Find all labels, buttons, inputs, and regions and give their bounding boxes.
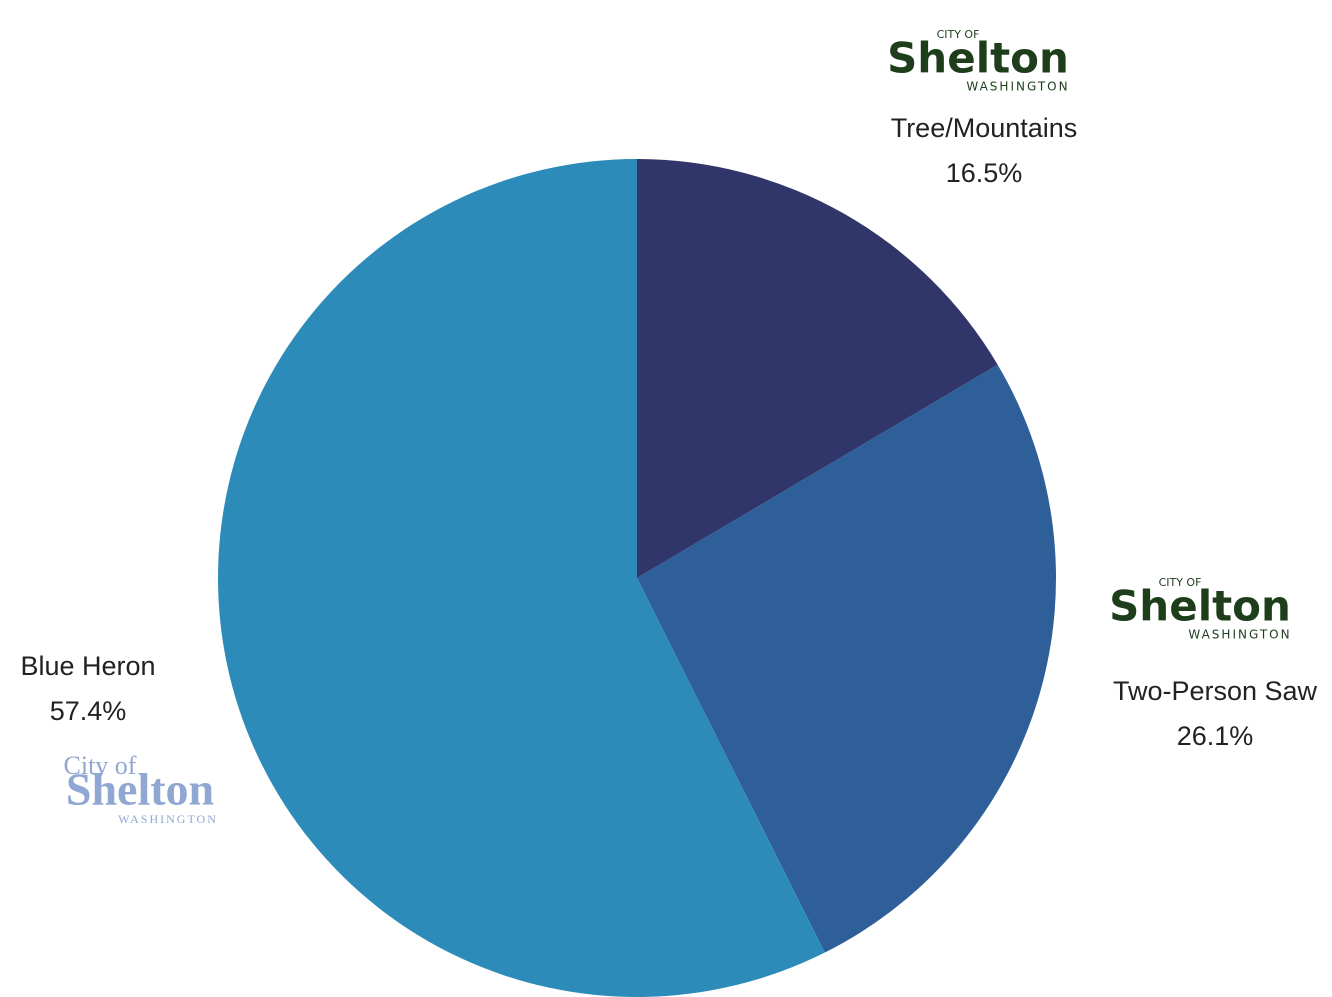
pie-slice <box>637 159 998 578</box>
pie-slice <box>217 159 825 997</box>
logo-top: CITY OF <box>937 28 980 41</box>
logo-top: City of <box>64 751 137 780</box>
slice-label: Blue Heron <box>20 651 155 681</box>
slice-label: Two-Person Saw <box>1113 676 1318 706</box>
logo-name: Shelton <box>66 764 214 815</box>
logo-bottom: WASHINGTON <box>966 80 1069 94</box>
slice-value-label: 16.5% <box>946 158 1023 188</box>
logo-bottom: WASHINGTON <box>1188 628 1291 642</box>
logo-top: CITY OF <box>1159 576 1202 589</box>
slice-value-label: 26.1% <box>1177 721 1254 751</box>
slice-value-label: 57.4% <box>50 696 127 726</box>
logo-name: Shelton <box>887 34 1069 83</box>
logo-bottom: WASHINGTON <box>118 812 218 826</box>
pie-slice <box>637 364 1056 953</box>
logo-name: Shelton <box>1109 582 1291 631</box>
slice-label: Tree/Mountains <box>891 113 1078 143</box>
